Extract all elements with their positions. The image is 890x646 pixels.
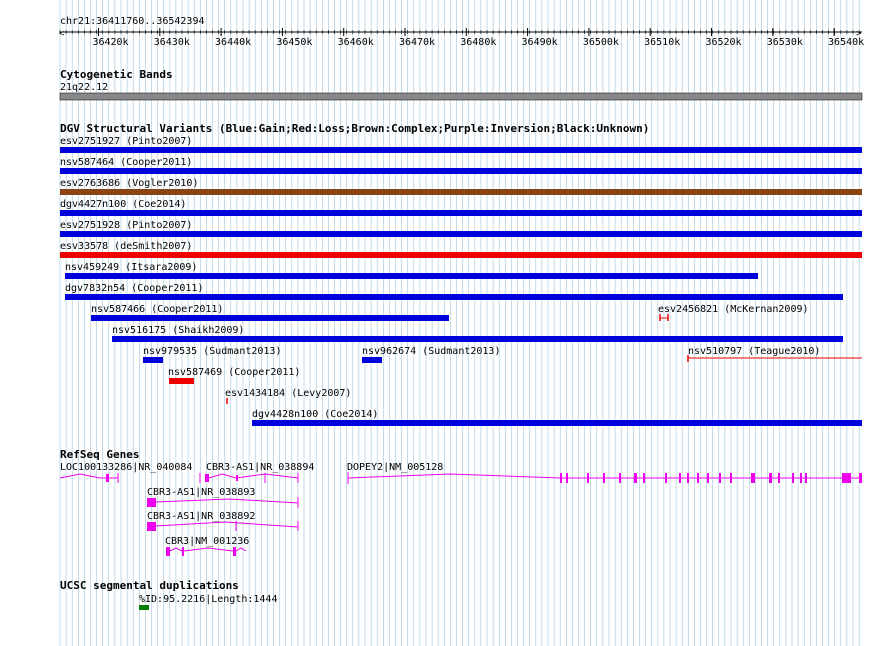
- ruler-tick-label: 36520k: [705, 37, 741, 48]
- ruler-tick-label: 36450k: [276, 37, 312, 48]
- variant-label: nsv587464 (Cooper2011): [60, 157, 192, 168]
- gene-model[interactable]: [166, 547, 247, 556]
- cytoband-label: 21q22.12: [60, 82, 108, 93]
- variant-bar[interactable]: [60, 252, 862, 258]
- ruler-tick-label: 36470k: [399, 37, 435, 48]
- variant-bar[interactable]: [252, 420, 862, 426]
- variant-label: dgv4427n100 (Coe2014): [60, 199, 186, 210]
- ruler-tick-label: 36480k: [460, 37, 496, 48]
- variant-bar[interactable]: [60, 231, 862, 237]
- variant-bar[interactable]: [659, 314, 669, 321]
- variant-label: esv1434184 (Levy2007): [225, 388, 351, 399]
- variant-bar[interactable]: [60, 210, 862, 216]
- dgv-track-title: DGV Structural Variants (Blue:Gain;Red:L…: [60, 122, 649, 135]
- segdup-label: %ID:95.2216|Length:1444: [139, 594, 277, 605]
- variant-bar[interactable]: [60, 147, 862, 153]
- variant-label: dgv7832n54 (Cooper2011): [65, 283, 203, 294]
- segdup-track[interactable]: UCSC segmental duplications %ID:95.2216|…: [60, 579, 277, 610]
- refseq-track-title: RefSeq Genes: [60, 448, 139, 461]
- ruler-range-label: chr21:36411760..36542394: [60, 16, 205, 27]
- ruler-tick-label: 36430k: [154, 37, 190, 48]
- variant-label: nsv516175 (Shaikh2009): [112, 325, 244, 336]
- variant-label: nsv979535 (Sudmant2013): [143, 346, 281, 357]
- gene-model[interactable]: [347, 472, 862, 484]
- variant-label: esv2751927 (Pinto2007): [60, 136, 192, 147]
- ruler-tick-label: 36490k: [522, 37, 558, 48]
- ruler-tick-label: 36540k: [828, 37, 864, 48]
- cytoband-bar[interactable]: [59, 92, 863, 101]
- variant-bar[interactable]: [169, 378, 194, 384]
- gene-model[interactable]: [147, 521, 299, 531]
- segdup-bar[interactable]: [139, 605, 149, 610]
- dgv-track[interactable]: DGV Structural Variants (Blue:Gain;Red:L…: [60, 122, 862, 426]
- variant-bar[interactable]: [65, 294, 843, 300]
- variant-bar[interactable]: [65, 273, 758, 279]
- variant-label: esv2763686 (Vogler2010): [60, 178, 198, 189]
- gene-label: LOC100133286|NR_040084: [60, 462, 192, 473]
- ruler-tick-label: 36440k: [215, 37, 251, 48]
- ruler-arrow-left-icon: <: [59, 29, 65, 39]
- variant-bar[interactable]: [60, 189, 862, 195]
- variant-label: nsv962674 (Sudmant2013): [362, 346, 500, 357]
- variant-label: nsv587469 (Cooper2011): [168, 367, 300, 378]
- variant-bar[interactable]: [687, 355, 862, 362]
- variant-bar[interactable]: [60, 168, 862, 174]
- ruler-tick-label: 36420k: [92, 37, 128, 48]
- cytoband-track-title: Cytogenetic Bands: [60, 68, 173, 81]
- gene-label: CBR3-AS1|NR_038892: [147, 511, 255, 522]
- ruler-tick-label: 36510k: [644, 37, 680, 48]
- gene-label: CBR3-AS1|NR_038893: [147, 487, 255, 498]
- gene-label: DOPEY2|NM_005128: [347, 462, 443, 473]
- variant-label: esv2751928 (Pinto2007): [60, 220, 192, 231]
- variant-label: esv2456821 (McKernan2009): [658, 304, 809, 315]
- variant-label: nsv459249 (Itsara2009): [65, 262, 197, 273]
- variant-bar[interactable]: [362, 357, 382, 363]
- vertical-grid-lines: [59, 0, 860, 646]
- gene-label: CBR3-AS1|NR_038894: [206, 462, 314, 473]
- ruler-tick-label: 36500k: [583, 37, 619, 48]
- refseq-genes-track[interactable]: RefSeq Genes LOC100133286|NR_040084 CBR3…: [59, 448, 862, 556]
- gene-label: CBR3|NM_001236: [165, 536, 249, 547]
- variant-label: dgv4428n100 (Coe2014): [252, 409, 378, 420]
- variant-label: nsv587466 (Cooper2011): [91, 304, 223, 315]
- gene-model[interactable]: [59, 473, 119, 483]
- variant-bar[interactable]: [143, 357, 163, 363]
- position-ruler[interactable]: chr21:36411760..36542394 < > 36420k 36430…: [59, 16, 864, 48]
- variant-bar[interactable]: [91, 315, 449, 321]
- gene-model[interactable]: [199, 473, 299, 483]
- ruler-ticks: 36420k 36430k 36440k 36450k 36460k 36470k 3648…: [59, 28, 864, 48]
- variant-label: nsv510797 (Teague2010): [688, 346, 820, 357]
- variant-bar[interactable]: [112, 336, 843, 342]
- ruler-tick-label: 36460k: [338, 37, 374, 48]
- variant-label: esv33578 (deSmith2007): [60, 241, 192, 252]
- segdup-track-title: UCSC segmental duplications: [60, 579, 239, 592]
- cytoband-track[interactable]: Cytogenetic Bands 21q22.12: [59, 68, 863, 101]
- gene-model[interactable]: [147, 497, 299, 508]
- ruler-tick-label: 36530k: [767, 37, 803, 48]
